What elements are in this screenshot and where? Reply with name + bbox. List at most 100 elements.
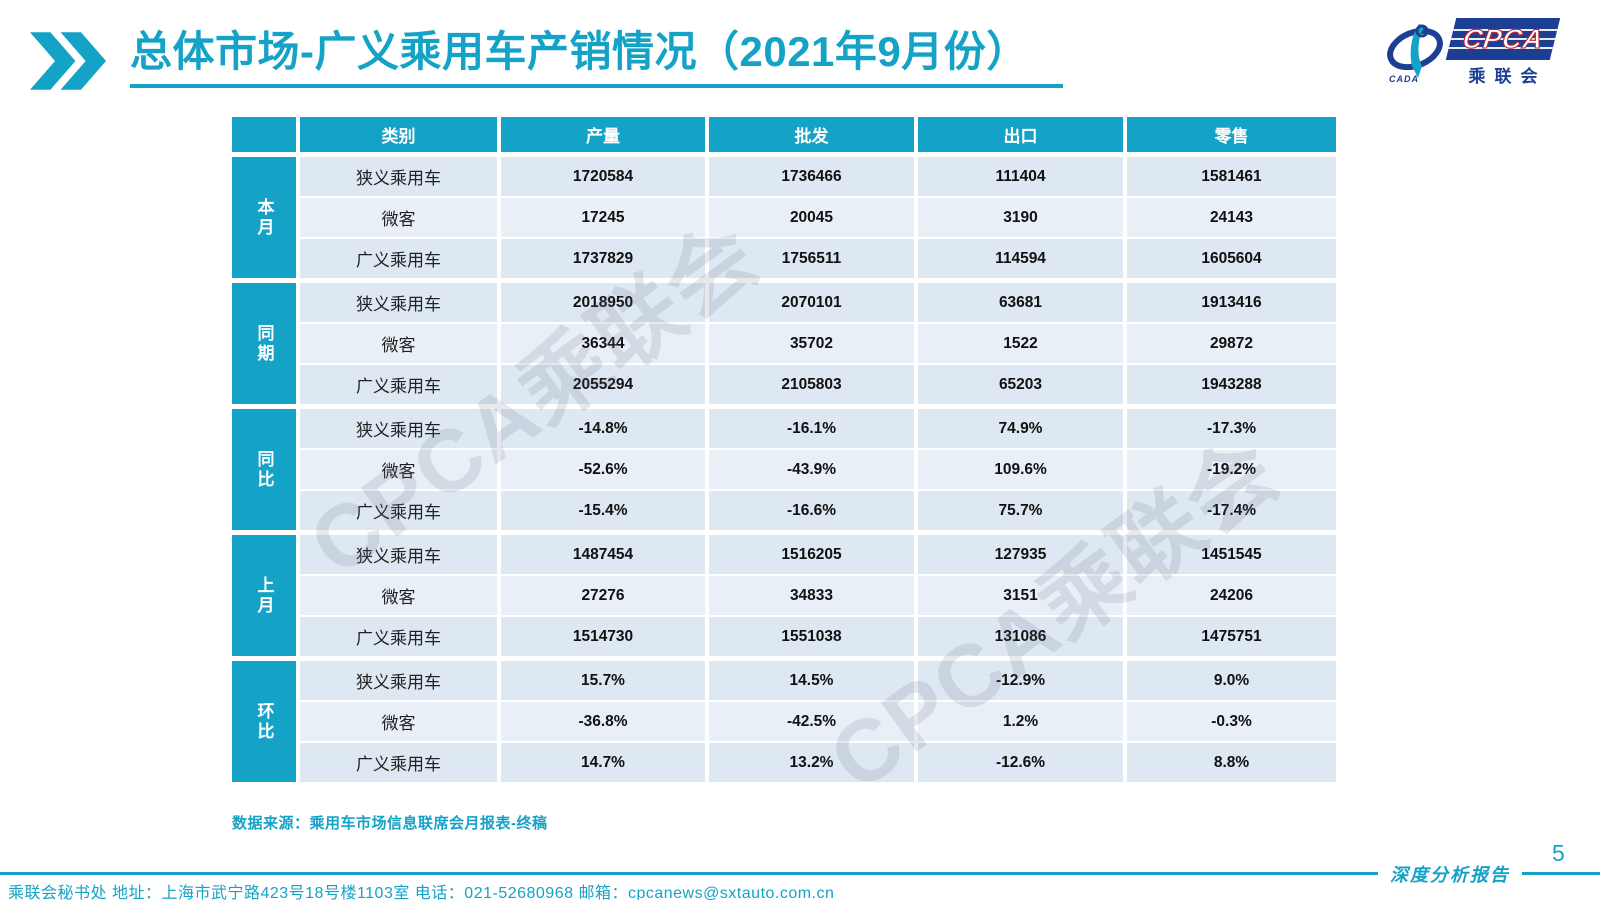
value-cell: 2105803 — [709, 365, 914, 404]
category-cell: 狭义乘用车 — [300, 535, 497, 574]
value-cell: 1737829 — [501, 239, 705, 278]
column-header: 零售 — [1127, 117, 1336, 152]
value-cell: 2070101 — [709, 283, 914, 322]
row-group-rows: 狭义乘用车 15.7% 14.5% -12.9% 9.0% 微客 -36.8% -42.5% 1… — [300, 661, 1336, 782]
table-header-row: 类别 产量 批发 出口 零售 — [232, 117, 1337, 152]
table-row: 微客 -36.8% -42.5% 1.2% -0.3% — [300, 702, 1336, 741]
row-group: 环比 狭义乘用车 15.7% 14.5% -12.9% 9.0% 微客 -36.8% -42.5… — [232, 661, 1337, 782]
value-cell: 1756511 — [709, 239, 914, 278]
value-cell: 15.7% — [501, 661, 705, 700]
table-row: 广义乘用车 1514730 1551038 131086 1475751 — [300, 617, 1336, 656]
category-cell: 狭义乘用车 — [300, 661, 497, 700]
value-cell: -12.9% — [918, 661, 1123, 700]
category-cell: 广义乘用车 — [300, 617, 497, 656]
value-cell: -19.2% — [1127, 450, 1336, 489]
secretariat-contact-info: 乘联会秘书处 地址：上海市武宁路423号18号楼1103室 电话：021-526… — [8, 885, 835, 900]
value-cell: -36.8% — [501, 702, 705, 741]
category-cell: 微客 — [300, 324, 497, 363]
table-row: 狭义乘用车 -14.8% -16.1% 74.9% -17.3% — [300, 409, 1336, 448]
value-cell: 29872 — [1127, 324, 1336, 363]
row-group-rows: 狭义乘用车 2018950 2070101 63681 1913416 微客 36344 35… — [300, 283, 1336, 404]
value-cell: 27276 — [501, 576, 705, 615]
table-row: 狭义乘用车 15.7% 14.5% -12.9% 9.0% — [300, 661, 1336, 700]
value-cell: 1522 — [918, 324, 1123, 363]
value-cell: 13.2% — [709, 743, 914, 782]
value-cell: 63681 — [918, 283, 1123, 322]
table-row: 狭义乘用车 2018950 2070101 63681 1913416 — [300, 283, 1336, 322]
value-cell: 8.8% — [1127, 743, 1336, 782]
value-cell: -17.4% — [1127, 491, 1336, 530]
column-header: 类别 — [300, 117, 497, 152]
value-cell: 1943288 — [1127, 365, 1336, 404]
value-cell: 3151 — [918, 576, 1123, 615]
value-cell: 74.9% — [918, 409, 1123, 448]
value-cell: 111404 — [918, 157, 1123, 196]
value-cell: 109.6% — [918, 450, 1123, 489]
value-cell: 24143 — [1127, 198, 1336, 237]
value-cell: 1487454 — [501, 535, 705, 574]
column-header: 产量 — [501, 117, 705, 152]
row-group: 上月 狭义乘用车 1487454 1516205 127935 1451545 微客 2727… — [232, 535, 1337, 656]
value-cell: 1.2% — [918, 702, 1123, 741]
value-cell: 2055294 — [501, 365, 705, 404]
page-title: 总体市场-广义乘用车产销情况（2021年9月份） — [130, 28, 1063, 89]
category-cell: 微客 — [300, 198, 497, 237]
category-cell: 微客 — [300, 576, 497, 615]
data-table: 类别 产量 批发 出口 零售 本月 狭义乘用车 1720584 1736466 111404 15… — [232, 117, 1337, 787]
value-cell: 1551038 — [709, 617, 914, 656]
row-group-rows: 狭义乘用车 1720584 1736466 111404 1581461 微客 17245 2… — [300, 157, 1336, 278]
value-cell: 1736466 — [709, 157, 914, 196]
row-group: 同期 狭义乘用车 2018950 2070101 63681 1913416 微客 36344… — [232, 283, 1337, 404]
value-cell: 35702 — [709, 324, 914, 363]
value-cell: 24206 — [1127, 576, 1336, 615]
table-row: 微客 27276 34833 3151 24206 — [300, 576, 1336, 615]
data-source-note: 数据来源：乘用车市场信息联席会月报表-终稿 — [232, 815, 548, 832]
value-cell: 75.7% — [918, 491, 1123, 530]
table-row: 广义乘用车 2055294 2105803 65203 1943288 — [300, 365, 1336, 404]
value-cell: 127935 — [918, 535, 1123, 574]
double-chevron-icon — [30, 32, 106, 90]
row-group-label: 同比 — [232, 409, 296, 530]
table-row: 广义乘用车 1737829 1756511 114594 1605604 — [300, 239, 1336, 278]
value-cell: -16.6% — [709, 491, 914, 530]
row-group-rows: 狭义乘用车 -14.8% -16.1% 74.9% -17.3% 微客 -52.6% -43.… — [300, 409, 1336, 530]
value-cell: 1514730 — [501, 617, 705, 656]
value-cell: 34833 — [709, 576, 914, 615]
row-group-rows: 狭义乘用车 1487454 1516205 127935 1451545 微客 27276 3… — [300, 535, 1336, 656]
value-cell: 14.5% — [709, 661, 914, 700]
value-cell: -43.9% — [709, 450, 914, 489]
value-cell: -15.4% — [501, 491, 705, 530]
table-row: 广义乘用车 14.7% 13.2% -12.6% 8.8% — [300, 743, 1336, 782]
page-number: 5 — [1552, 840, 1565, 866]
value-cell: 1475751 — [1127, 617, 1336, 656]
value-cell: 114594 — [918, 239, 1123, 278]
table-row: 微客 -52.6% -43.9% 109.6% -19.2% — [300, 450, 1336, 489]
cada-text: CADA — [1389, 74, 1419, 84]
category-cell: 广义乘用车 — [300, 743, 497, 782]
value-cell: 20045 — [709, 198, 914, 237]
value-cell: 131086 — [918, 617, 1123, 656]
value-cell: 1720584 — [501, 157, 705, 196]
value-cell: 36344 — [501, 324, 705, 363]
value-cell: 1581461 — [1127, 157, 1336, 196]
value-cell: -42.5% — [709, 702, 914, 741]
row-group-label: 上月 — [232, 535, 296, 656]
cpca-flag: CPCA — [1445, 18, 1561, 60]
category-cell: 微客 — [300, 702, 497, 741]
row-group-label: 环比 — [232, 661, 296, 782]
footer-divider — [0, 872, 1600, 875]
category-cell: 狭义乘用车 — [300, 283, 497, 322]
value-cell: 14.7% — [501, 743, 705, 782]
column-header: 出口 — [918, 117, 1123, 152]
row-group: 同比 狭义乘用车 -14.8% -16.1% 74.9% -17.3% 微客 -52.6% -4… — [232, 409, 1337, 530]
row-group: 本月 狭义乘用车 1720584 1736466 111404 1581461 微客 1724… — [232, 157, 1337, 278]
value-cell: 17245 — [501, 198, 705, 237]
value-cell: 3190 — [918, 198, 1123, 237]
value-cell: 1516205 — [709, 535, 914, 574]
category-cell: 狭义乘用车 — [300, 157, 497, 196]
value-cell: -12.6% — [918, 743, 1123, 782]
value-cell: 1605604 — [1127, 239, 1336, 278]
category-cell: 广义乘用车 — [300, 365, 497, 404]
column-header: 批发 — [709, 117, 914, 152]
value-cell: 9.0% — [1127, 661, 1336, 700]
